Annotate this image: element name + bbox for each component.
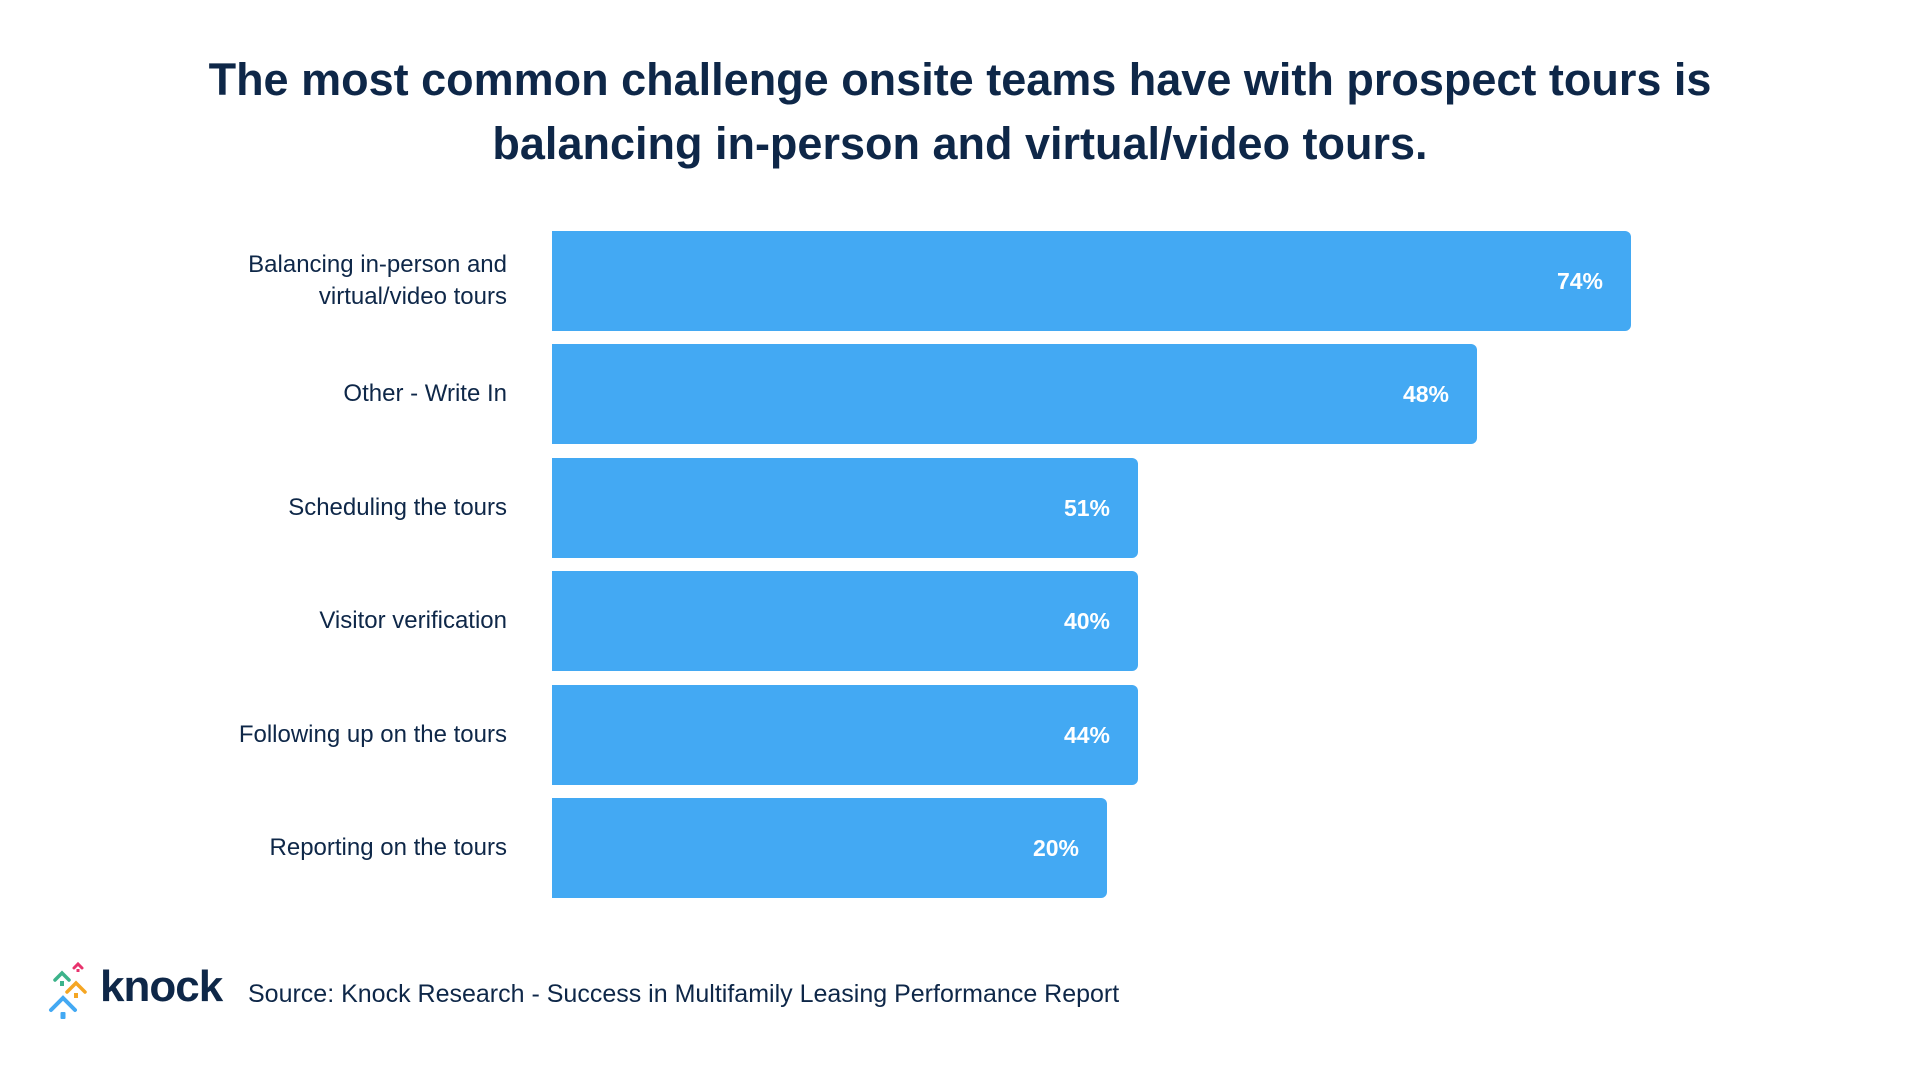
category-label-line: virtual/video tours xyxy=(318,283,507,310)
chart-title: The most common challenge onsite teams h… xyxy=(0,48,1920,176)
category-label: Reporting on the tours xyxy=(270,798,507,898)
source-note: Source: Knock Research - Success in Mult… xyxy=(248,980,1120,1008)
category-label: Scheduling the tours xyxy=(288,458,507,558)
bar-value-label: 74% xyxy=(1556,268,1603,294)
bar: 48% xyxy=(552,344,1477,444)
chart-title-line: balancing in-person and virtual/video to… xyxy=(492,118,1428,169)
bar-value-label: 48% xyxy=(1402,381,1449,407)
category-label-line: Reporting on the tours xyxy=(269,834,507,861)
category-label-line: Balancing in-person and xyxy=(248,251,507,278)
chart-title-line: The most common challenge onsite teams h… xyxy=(208,54,1712,105)
bar: 40% xyxy=(552,571,1138,671)
category-label: Other - Write In xyxy=(343,344,507,444)
bar: 74% xyxy=(552,231,1631,331)
category-label-line: Scheduling the tours xyxy=(288,494,507,521)
house-arrows-icon xyxy=(49,961,87,1019)
knock-logo: knock xyxy=(48,960,223,1035)
category-label: Following up on the tours xyxy=(239,685,507,785)
bar-value-label: 20% xyxy=(1032,835,1079,861)
category-label-line: Other - Write In xyxy=(343,380,507,407)
bar: 44% xyxy=(552,685,1138,785)
category-label-line: Visitor verification xyxy=(319,607,507,634)
category-label: Balancing in-person and virtual/video tou… xyxy=(248,231,507,331)
category-label-line: Following up on the tours xyxy=(238,721,507,748)
bar-value-label: 51% xyxy=(1063,495,1110,521)
logo-wordmark: knock xyxy=(100,962,223,1011)
bar-value-label: 40% xyxy=(1063,608,1110,634)
bar: 20% xyxy=(552,798,1107,898)
bar: 51% xyxy=(552,458,1138,558)
bar-value-label: 44% xyxy=(1063,722,1110,748)
category-label: Visitor verification xyxy=(319,571,507,671)
